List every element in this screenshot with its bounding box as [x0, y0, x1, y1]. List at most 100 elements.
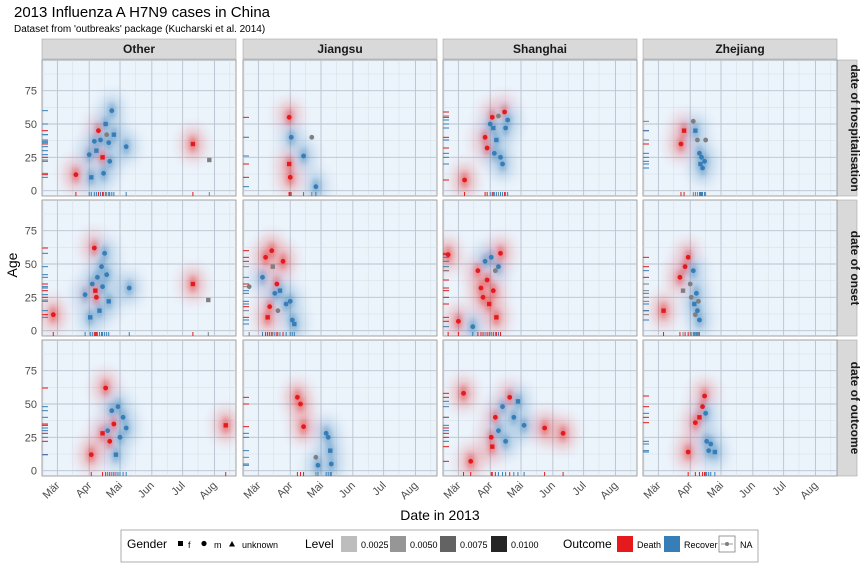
data-point	[98, 137, 103, 143]
data-point	[484, 277, 490, 283]
legend-gender-m-label: m	[214, 540, 222, 550]
legend-gender-m-key	[201, 540, 207, 547]
data-point	[325, 434, 331, 440]
data-point	[301, 153, 306, 159]
data-point	[99, 264, 104, 270]
data-point	[500, 161, 505, 167]
data-point	[260, 274, 265, 280]
data-point	[277, 288, 283, 293]
data-point	[700, 404, 705, 410]
data-point	[702, 158, 707, 164]
data-point	[246, 284, 252, 290]
data-point	[73, 172, 79, 178]
data-point	[123, 144, 129, 150]
data-point	[470, 324, 476, 330]
legend-level-4-label: 0.0100	[511, 540, 539, 550]
data-point	[223, 423, 228, 428]
x-tick-label: Aug	[598, 480, 620, 502]
data-point	[685, 449, 691, 455]
data-point	[328, 461, 334, 467]
data-point	[263, 254, 268, 260]
legend-level-2-label: 0.0050	[410, 540, 438, 550]
data-point	[496, 264, 501, 270]
data-point	[288, 134, 294, 140]
data-point	[115, 404, 121, 410]
legend-outcome-recover-key	[664, 536, 680, 552]
data-point	[109, 108, 115, 114]
panel-1-1	[242, 199, 438, 337]
data-point	[91, 245, 97, 251]
data-point	[272, 290, 278, 296]
data-point	[702, 393, 707, 399]
data-point	[111, 421, 117, 427]
data-point	[91, 138, 97, 144]
data-point	[492, 268, 498, 274]
data-point	[107, 438, 113, 444]
data-point	[207, 157, 212, 163]
panel-0-2	[442, 59, 638, 197]
data-point	[280, 258, 286, 264]
data-point	[498, 154, 503, 160]
panel-background	[242, 59, 438, 197]
data-point	[507, 394, 513, 400]
legend-level-4-key	[491, 536, 507, 552]
y-tick-label: 25	[25, 292, 37, 304]
data-point	[491, 125, 496, 131]
y-tick-label: 25	[25, 152, 37, 164]
legend-gender-unknown-label: unknown	[242, 540, 278, 550]
data-point	[706, 448, 712, 454]
data-point	[313, 454, 319, 460]
x-tick-label: Jul	[770, 480, 788, 498]
data-point	[480, 294, 486, 300]
x-tick-label: Mär	[242, 479, 264, 501]
data-point	[678, 141, 684, 147]
data-point	[482, 134, 488, 140]
data-point	[50, 312, 56, 318]
data-point	[298, 401, 303, 407]
legend-outcome-death-label: Death	[637, 540, 661, 550]
data-point	[695, 137, 700, 143]
data-point	[462, 177, 467, 183]
strip-col-label-0: Other	[123, 42, 155, 56]
data-point	[693, 290, 699, 296]
data-point	[88, 315, 93, 320]
strip-col-1	[242, 38, 438, 60]
data-point	[105, 428, 111, 434]
data-point	[445, 252, 451, 258]
panel-background	[642, 339, 838, 477]
data-point	[708, 441, 714, 447]
panel-2-1: Mär Apr Mai Jun Jul Aug	[242, 339, 438, 502]
data-point	[511, 414, 517, 420]
legend-box	[120, 529, 759, 563]
data-point	[88, 452, 94, 458]
data-point	[490, 288, 496, 294]
data-point	[703, 410, 709, 416]
panel-1-2	[442, 199, 638, 337]
data-point	[102, 250, 108, 256]
data-point	[696, 298, 701, 304]
data-point	[503, 438, 509, 444]
data-point	[97, 308, 102, 313]
data-point	[489, 114, 495, 120]
legend-gender-title: Gender	[127, 537, 167, 551]
data-point	[274, 281, 280, 287]
data-point	[703, 137, 709, 143]
x-tick-label: Jul	[169, 480, 187, 498]
legend-outcome-recover-label: Recover	[684, 540, 718, 550]
legend-level-1-key	[341, 536, 357, 552]
data-point	[106, 140, 112, 146]
data-point	[488, 434, 494, 440]
data-point	[680, 288, 686, 293]
data-point	[292, 321, 297, 327]
data-point	[560, 430, 566, 436]
legend-level-3-label: 0.0075	[460, 540, 488, 550]
x-tick-label: Apr	[675, 479, 696, 500]
data-point	[126, 285, 132, 291]
data-point	[104, 272, 110, 278]
data-point	[488, 254, 494, 260]
data-point	[700, 165, 705, 171]
y-tick-label: 25	[25, 432, 37, 444]
data-point	[496, 428, 501, 434]
x-tick-label: Jun	[737, 480, 758, 501]
